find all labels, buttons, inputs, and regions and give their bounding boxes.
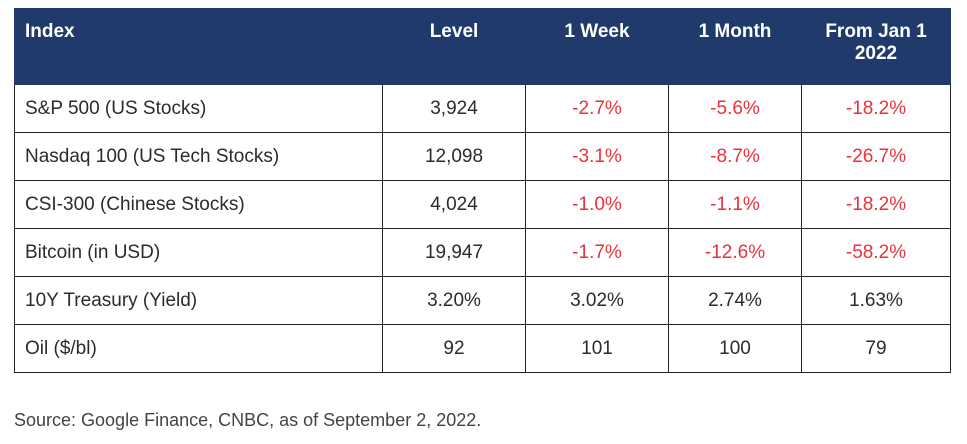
row-month: -1.1% [668,180,802,229]
table-row: Nasdaq 100 (US Tech Stocks) 12,098 -3.1%… [14,132,951,181]
row-name: 10Y Treasury (Yield) [14,276,383,325]
row-ytd: -26.7% [801,132,951,181]
source-note: Source: Google Finance, CNBC, as of Sept… [14,410,482,430]
row-level: 12,098 [382,132,526,181]
row-ytd: -18.2% [801,84,951,133]
row-ytd: -18.2% [801,180,951,229]
table-body: S&P 500 (US Stocks) 3,924 -2.7% -5.6% -1… [14,84,951,373]
row-level: 4,024 [382,180,526,229]
row-level: 3,924 [382,84,526,133]
header-from-jan-1: From Jan 1 2022 [801,8,951,85]
row-month: 100 [668,324,802,373]
header-level: Level [382,8,526,85]
row-week: 3.02% [525,276,669,325]
row-ytd: -58.2% [801,228,951,277]
row-month: 2.74% [668,276,802,325]
table-row: 10Y Treasury (Yield) 3.20% 3.02% 2.74% 1… [14,276,951,325]
row-week: -1.0% [525,180,669,229]
row-week: -1.7% [525,228,669,277]
row-week: -2.7% [525,84,669,133]
header-index: Index [14,8,383,85]
table-header: Index Level 1 Week 1 Month From Jan 1 20… [14,8,951,85]
row-level: 92 [382,324,526,373]
row-level: 19,947 [382,228,526,277]
row-month: -8.7% [668,132,802,181]
table-row: CSI-300 (Chinese Stocks) 4,024 -1.0% -1.… [14,180,951,229]
row-name: S&P 500 (US Stocks) [14,84,383,133]
header-1-month: 1 Month [668,8,802,85]
row-week: 101 [525,324,669,373]
row-ytd: 79 [801,324,951,373]
row-name: Oil ($/bl) [14,324,383,373]
table-row: Oil ($/bl) 92 101 100 79 [14,324,951,373]
row-name: Nasdaq 100 (US Tech Stocks) [14,132,383,181]
row-month: -12.6% [668,228,802,277]
row-ytd: 1.63% [801,276,951,325]
row-level: 3.20% [382,276,526,325]
header-row: Index Level 1 Week 1 Month From Jan 1 20… [14,8,951,85]
row-month: -5.6% [668,84,802,133]
table-row: S&P 500 (US Stocks) 3,924 -2.7% -5.6% -1… [14,84,951,133]
market-table-container: Index Level 1 Week 1 Month From Jan 1 20… [14,8,951,373]
row-name: CSI-300 (Chinese Stocks) [14,180,383,229]
table-row: Bitcoin (in USD) 19,947 -1.7% -12.6% -58… [14,228,951,277]
header-1-week: 1 Week [525,8,669,85]
market-performance-table: Index Level 1 Week 1 Month From Jan 1 20… [14,8,951,373]
row-week: -3.1% [525,132,669,181]
row-name: Bitcoin (in USD) [14,228,383,277]
